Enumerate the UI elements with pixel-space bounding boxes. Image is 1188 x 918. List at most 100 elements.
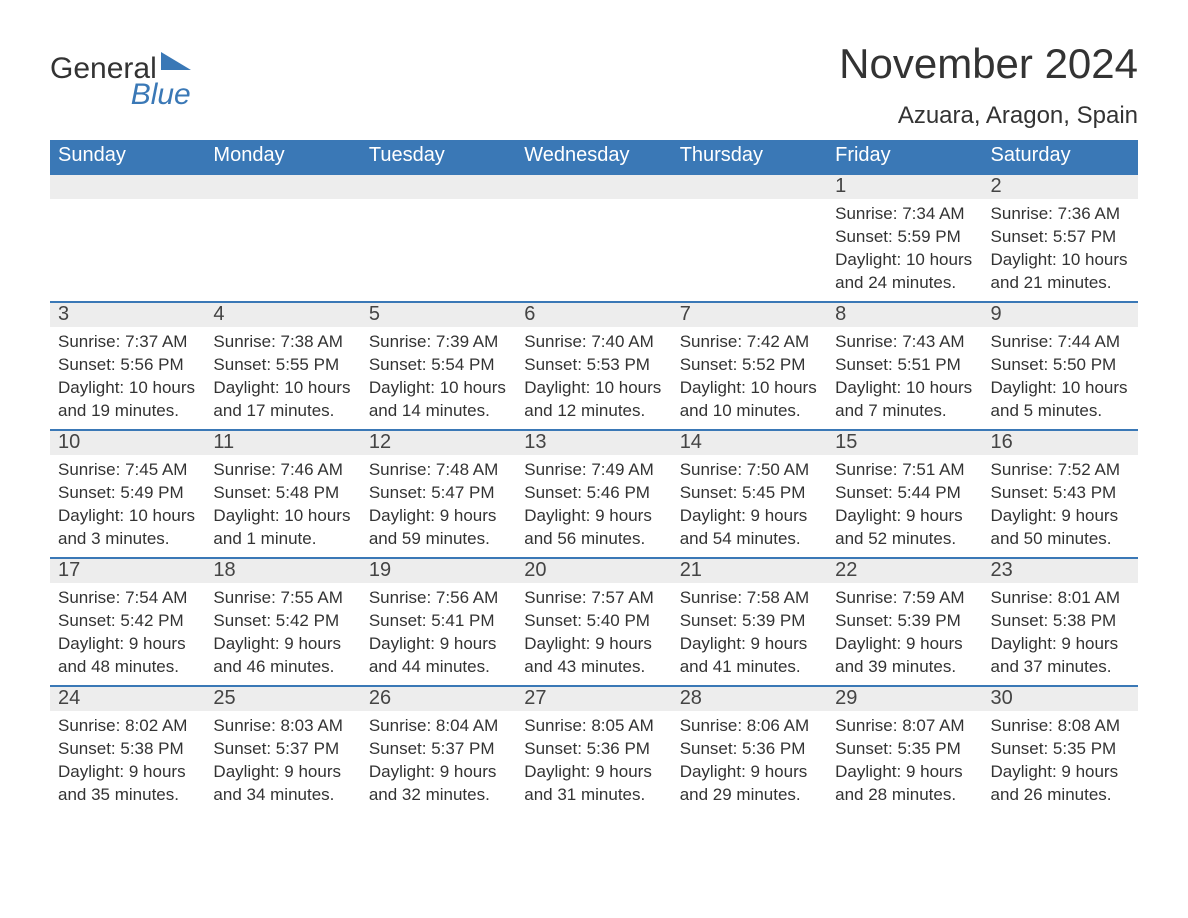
brand-triangle-icon [161, 52, 191, 70]
empty-day-number [672, 175, 827, 199]
day-sunrise: Sunrise: 7:34 AM [835, 203, 974, 226]
day-sunset: Sunset: 5:38 PM [991, 610, 1130, 633]
day-top-bar: 29 [827, 685, 982, 711]
day-details: Sunrise: 8:01 AMSunset: 5:38 PMDaylight:… [983, 583, 1138, 681]
day-dl2: and 17 minutes. [213, 400, 352, 423]
day-number: 22 [827, 559, 982, 583]
day-sunset: Sunset: 5:35 PM [835, 738, 974, 761]
calendar-cell [205, 173, 360, 301]
day-dl1: Daylight: 10 hours [835, 377, 974, 400]
day-dl1: Daylight: 10 hours [369, 377, 508, 400]
calendar-table: Sunday Monday Tuesday Wednesday Thursday… [50, 140, 1138, 813]
calendar-cell: 24Sunrise: 8:02 AMSunset: 5:38 PMDayligh… [50, 685, 205, 813]
day-sunset: Sunset: 5:42 PM [58, 610, 197, 633]
day-number: 5 [361, 303, 516, 327]
calendar-cell: 10Sunrise: 7:45 AMSunset: 5:49 PMDayligh… [50, 429, 205, 557]
day-sunrise: Sunrise: 7:43 AM [835, 331, 974, 354]
day-details: Sunrise: 7:46 AMSunset: 5:48 PMDaylight:… [205, 455, 360, 553]
day-number: 21 [672, 559, 827, 583]
day-sunset: Sunset: 5:55 PM [213, 354, 352, 377]
day-number: 4 [205, 303, 360, 327]
day-number: 8 [827, 303, 982, 327]
day-dl2: and 19 minutes. [58, 400, 197, 423]
day-number: 6 [516, 303, 671, 327]
day-sunrise: Sunrise: 7:40 AM [524, 331, 663, 354]
calendar-row: 17Sunrise: 7:54 AMSunset: 5:42 PMDayligh… [50, 557, 1138, 685]
brand-logo: General Blue [50, 40, 193, 110]
day-top-bar: 19 [361, 557, 516, 583]
day-dl2: and 5 minutes. [991, 400, 1130, 423]
brand-part2: Blue [131, 78, 191, 111]
day-dl1: Daylight: 10 hours [835, 249, 974, 272]
day-dl2: and 48 minutes. [58, 656, 197, 679]
day-details: Sunrise: 7:59 AMSunset: 5:39 PMDaylight:… [827, 583, 982, 681]
day-number: 12 [361, 431, 516, 455]
day-sunrise: Sunrise: 8:04 AM [369, 715, 508, 738]
calendar-cell: 17Sunrise: 7:54 AMSunset: 5:42 PMDayligh… [50, 557, 205, 685]
day-sunrise: Sunrise: 8:02 AM [58, 715, 197, 738]
day-details: Sunrise: 7:36 AMSunset: 5:57 PMDaylight:… [983, 199, 1138, 297]
day-details: Sunrise: 7:38 AMSunset: 5:55 PMDaylight:… [205, 327, 360, 425]
day-dl1: Daylight: 10 hours [58, 505, 197, 528]
day-top-bar: 23 [983, 557, 1138, 583]
empty-day-number [361, 175, 516, 199]
empty-day-top [50, 173, 205, 199]
day-number: 15 [827, 431, 982, 455]
day-details: Sunrise: 7:56 AMSunset: 5:41 PMDaylight:… [361, 583, 516, 681]
day-sunset: Sunset: 5:46 PM [524, 482, 663, 505]
day-number: 9 [983, 303, 1138, 327]
calendar-cell: 9Sunrise: 7:44 AMSunset: 5:50 PMDaylight… [983, 301, 1138, 429]
day-details: Sunrise: 7:45 AMSunset: 5:49 PMDaylight:… [50, 455, 205, 553]
day-sunset: Sunset: 5:35 PM [991, 738, 1130, 761]
day-dl2: and 3 minutes. [58, 528, 197, 551]
day-top-bar: 22 [827, 557, 982, 583]
day-dl1: Daylight: 10 hours [680, 377, 819, 400]
day-number: 26 [361, 687, 516, 711]
day-number: 14 [672, 431, 827, 455]
day-dl2: and 31 minutes. [524, 784, 663, 807]
day-number: 17 [50, 559, 205, 583]
day-sunrise: Sunrise: 8:03 AM [213, 715, 352, 738]
day-dl1: Daylight: 9 hours [58, 761, 197, 784]
day-sunset: Sunset: 5:50 PM [991, 354, 1130, 377]
day-number: 24 [50, 687, 205, 711]
day-dl1: Daylight: 9 hours [991, 505, 1130, 528]
day-sunrise: Sunrise: 7:48 AM [369, 459, 508, 482]
day-sunset: Sunset: 5:51 PM [835, 354, 974, 377]
calendar-cell: 8 Sunrise: 7:43 AMSunset: 5:51 PMDaylight… [827, 301, 982, 429]
day-dl1: Daylight: 9 hours [991, 761, 1130, 784]
calendar-cell [516, 173, 671, 301]
day-top-bar: 16 [983, 429, 1138, 455]
calendar-cell: 6Sunrise: 7:40 AMSunset: 5:53 PMDaylight… [516, 301, 671, 429]
day-sunset: Sunset: 5:37 PM [369, 738, 508, 761]
day-dl1: Daylight: 10 hours [524, 377, 663, 400]
day-sunset: Sunset: 5:56 PM [58, 354, 197, 377]
calendar-cell: 15Sunrise: 7:51 AMSunset: 5:44 PMDayligh… [827, 429, 982, 557]
title-block: November 2024 Azuara, Aragon, Spain [839, 40, 1138, 130]
calendar-cell: 18Sunrise: 7:55 AMSunset: 5:42 PMDayligh… [205, 557, 360, 685]
empty-day-top [361, 173, 516, 199]
day-top-bar: 9 [983, 301, 1138, 327]
day-number: 30 [983, 687, 1138, 711]
day-top-bar: 25 [205, 685, 360, 711]
day-details: Sunrise: 8:04 AMSunset: 5:37 PMDaylight:… [361, 711, 516, 809]
day-details: Sunrise: 7:54 AMSunset: 5:42 PMDaylight:… [50, 583, 205, 681]
month-title: November 2024 [839, 40, 1138, 88]
calendar-cell: 5Sunrise: 7:39 AMSunset: 5:54 PMDaylight… [361, 301, 516, 429]
day-dl1: Daylight: 9 hours [835, 505, 974, 528]
calendar-cell: 12Sunrise: 7:48 AMSunset: 5:47 PMDayligh… [361, 429, 516, 557]
day-sunset: Sunset: 5:41 PM [369, 610, 508, 633]
day-details: Sunrise: 7:57 AMSunset: 5:40 PMDaylight:… [516, 583, 671, 681]
day-sunrise: Sunrise: 7:59 AM [835, 587, 974, 610]
calendar-cell [672, 173, 827, 301]
day-dl2: and 41 minutes. [680, 656, 819, 679]
day-top-bar: 30 [983, 685, 1138, 711]
day-dl1: Daylight: 9 hours [369, 761, 508, 784]
day-sunset: Sunset: 5:39 PM [680, 610, 819, 633]
day-details: Sunrise: 7:40 AMSunset: 5:53 PMDaylight:… [516, 327, 671, 425]
day-top-bar: 11 [205, 429, 360, 455]
calendar-cell: 7Sunrise: 7:42 AMSunset: 5:52 PMDaylight… [672, 301, 827, 429]
weekday-header: Sunday [50, 140, 205, 173]
day-top-bar: 15 [827, 429, 982, 455]
day-number: 20 [516, 559, 671, 583]
